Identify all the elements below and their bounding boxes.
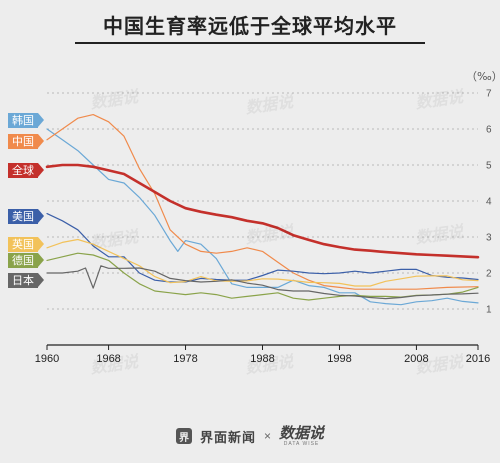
x-tick-label: 1988 xyxy=(250,353,274,365)
series-lines xyxy=(45,114,480,306)
x-tick-label: 2008 xyxy=(404,353,428,365)
y-tick-label: 1 xyxy=(486,305,492,316)
partner-logo: 数据说 DATA WISE xyxy=(279,426,324,447)
legend-tag-韩国: 韩国 xyxy=(8,113,44,128)
y-tick-label: 3 xyxy=(486,233,492,244)
watermark-logo: 数据说 xyxy=(89,87,141,113)
legend-tag-美国: 美国 xyxy=(8,209,44,224)
x-tick-label: 2016 xyxy=(466,353,490,365)
series-line-日本 xyxy=(46,265,479,300)
legend-tag-德国: 德国 xyxy=(8,253,44,268)
legend-tag-全球: 全球 xyxy=(8,163,44,178)
watermark-logo: 数据说 xyxy=(244,92,296,118)
y-tick-label: 5 xyxy=(486,161,492,172)
x-tick-label: 1968 xyxy=(96,353,120,365)
y-tick-label: 2 xyxy=(486,269,492,280)
watermark-logo: 数据说 xyxy=(89,227,141,253)
series-line-英国 xyxy=(46,238,479,287)
watermark-logo: 数据说 xyxy=(244,222,296,248)
series-line-韩国 xyxy=(46,128,479,306)
jiemian-logo-icon: 界 xyxy=(175,428,192,444)
y-tick-label: 4 xyxy=(486,197,492,208)
partner-name: 数据说 xyxy=(279,424,325,442)
x-tick-label: 1960 xyxy=(35,353,59,365)
axes: 1 2 3 4 5 6 7 （‰） 1960 1968 1978 1988 1998 2008 2016 xyxy=(35,70,500,365)
title-underline xyxy=(75,42,425,44)
gridlines xyxy=(47,92,478,310)
watermark-logo: 数据说 xyxy=(414,87,466,113)
y-unit-label: （‰） xyxy=(466,70,500,83)
x-tick-label: 1998 xyxy=(327,353,351,365)
y-tick-label: 7 xyxy=(486,89,492,100)
y-tick-label: 6 xyxy=(486,125,492,136)
legend-tag-中国: 中国 xyxy=(8,134,44,149)
watermark-logo: 数据说 xyxy=(414,222,466,248)
chart-title: 中国生育率远低于全球平均水平 xyxy=(103,16,397,38)
footer: 界 界面新闻 × 数据说 DATA WISE xyxy=(0,424,500,448)
brand-name: 界面新闻 xyxy=(199,429,256,445)
series-line-全球 xyxy=(45,163,480,259)
x-tick-label: 1978 xyxy=(173,353,197,365)
partner-subtitle: DATA WISE xyxy=(283,440,320,447)
legend-tag-英国: 英国 xyxy=(8,237,44,252)
footer-separator: × xyxy=(263,429,271,443)
series-line-中国 xyxy=(46,114,479,290)
legend-tag-日本: 日本 xyxy=(8,273,44,288)
